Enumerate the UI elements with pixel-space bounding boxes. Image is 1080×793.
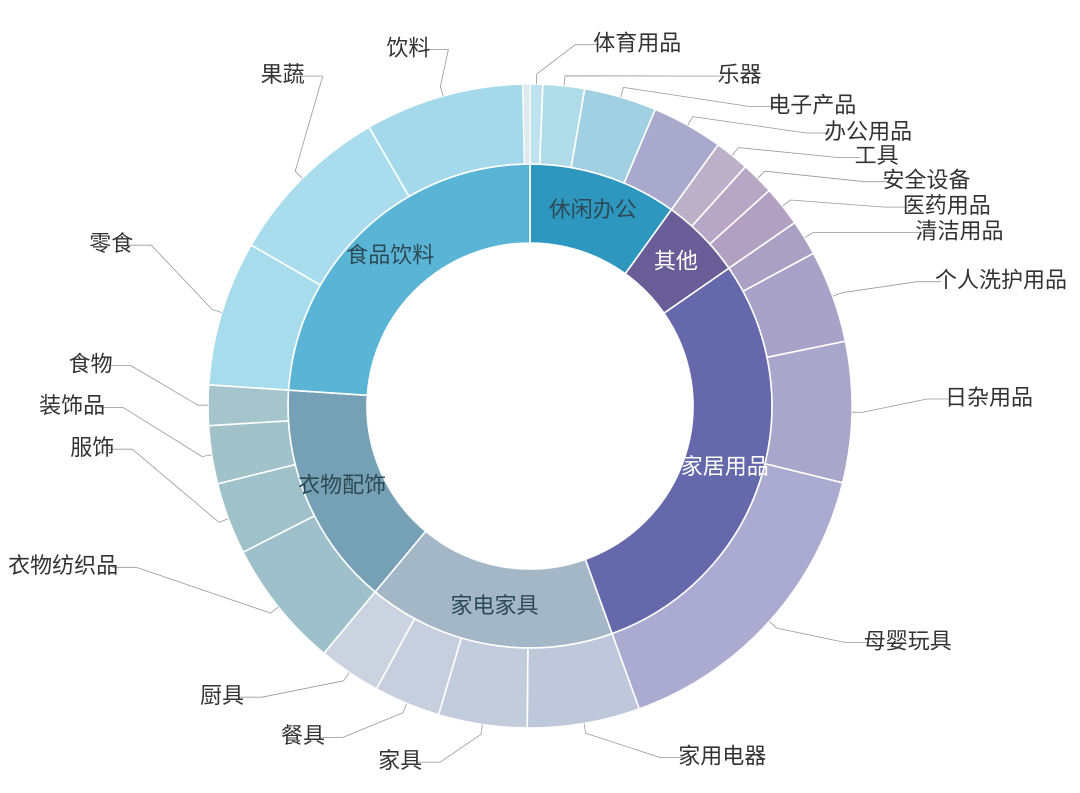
svg-text:清洁用品: 清洁用品 [916,218,1004,243]
svg-text:家具: 家具 [378,748,422,773]
svg-text:厨具: 厨具 [200,683,244,708]
svg-text:餐具: 餐具 [281,723,325,748]
svg-text:食品饮料: 食品饮料 [346,243,434,268]
svg-text:衣物配饰: 衣物配饰 [298,472,386,497]
svg-text:家电家具: 家电家具 [450,593,538,618]
svg-text:装饰品: 装饰品 [39,393,105,418]
svg-text:医药用品: 医药用品 [903,193,991,218]
svg-text:零食: 零食 [89,231,133,256]
svg-text:家用电器: 家用电器 [678,743,766,768]
svg-text:母婴玩具: 母婴玩具 [864,628,952,653]
svg-text:日杂用品: 日杂用品 [945,385,1033,410]
svg-text:服饰: 服饰 [70,435,114,460]
svg-text:其他: 其他 [654,249,698,274]
svg-text:工具: 工具 [855,143,899,168]
svg-text:衣物纺织品: 衣物纺织品 [8,553,118,578]
svg-text:家居用品: 家居用品 [681,454,769,479]
svg-text:休闲办公: 休闲办公 [549,197,637,222]
svg-text:果蔬: 果蔬 [261,62,305,87]
svg-text:体育用品: 体育用品 [593,31,681,56]
svg-text:个人洗护用品: 个人洗护用品 [935,268,1067,293]
svg-text:办公用品: 办公用品 [824,119,912,144]
svg-text:乐器: 乐器 [718,62,762,87]
svg-text:食物: 食物 [69,351,113,376]
svg-text:饮料: 饮料 [386,35,430,60]
svg-text:电子产品: 电子产品 [768,92,856,117]
svg-text:安全设备: 安全设备 [883,168,971,193]
